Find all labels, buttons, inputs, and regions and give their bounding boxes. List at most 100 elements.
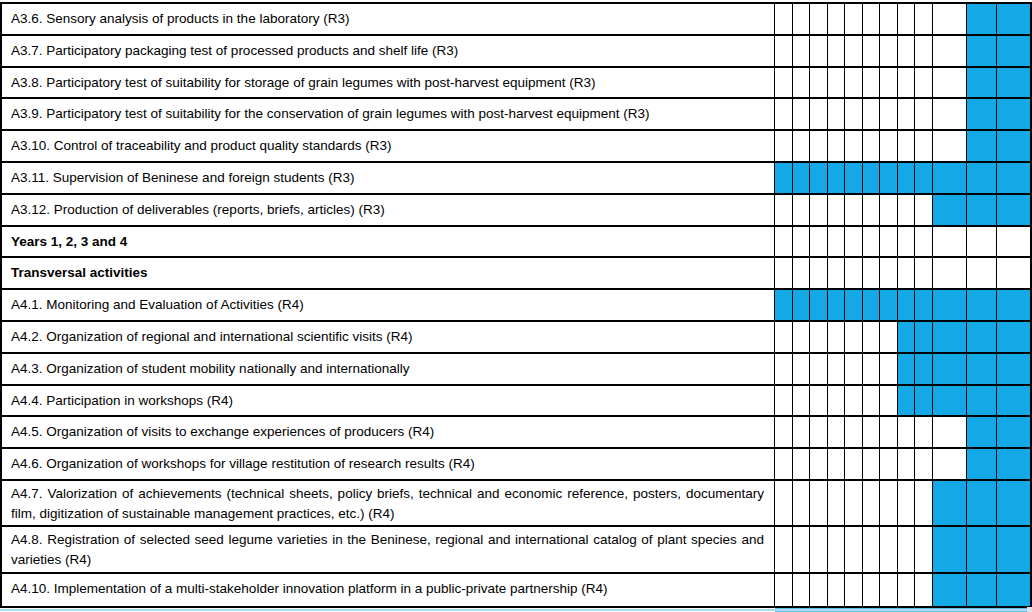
gantt-cell	[828, 131, 846, 161]
gantt-cell	[775, 4, 793, 34]
gantt-cell	[810, 386, 828, 416]
table-row: A4.2. Organization of regional and inter…	[2, 322, 1030, 354]
gantt-cell	[863, 481, 881, 526]
gantt-cell-filled	[775, 290, 793, 320]
gantt-cell	[915, 131, 933, 161]
gantt-cell	[933, 449, 967, 479]
gantt-cell	[880, 99, 898, 129]
gantt-cell	[880, 258, 898, 288]
gantt-cell-filled	[967, 99, 997, 129]
gantt-cell-filled	[933, 527, 967, 572]
gantt-cell	[863, 386, 881, 416]
gantt-cell-filled	[967, 290, 997, 320]
gantt-cell-filled	[933, 322, 967, 352]
gantt-cell	[863, 4, 881, 34]
gantt-cell	[898, 131, 916, 161]
table-row: A3.8. Participatory test of suitability …	[2, 68, 1030, 100]
activity-label: A4.3. Organization of student mobility n…	[2, 354, 775, 384]
gantt-cell	[828, 258, 846, 288]
gantt-cell	[933, 99, 967, 129]
next-row-border-sliver	[0, 609, 1027, 611]
gantt-cell-filled	[997, 449, 1031, 479]
gantt-cell	[898, 481, 916, 526]
gantt-cell-filled	[967, 417, 997, 447]
activity-label: A3.6. Sensory analysis of products in th…	[2, 4, 775, 34]
table-row: A4.1. Monitoring and Evaluation of Activ…	[2, 290, 1030, 322]
table-row: A4.8. Registration of selected seed legu…	[2, 527, 1030, 574]
gantt-cell	[828, 99, 846, 129]
gantt-cell	[863, 322, 881, 352]
gantt-cell-filled	[967, 449, 997, 479]
gantt-cell-filled	[997, 574, 1031, 606]
gantt-cell	[880, 574, 898, 606]
gantt-cell-filled	[880, 290, 898, 320]
gantt-cell-filled	[793, 290, 811, 320]
gantt-cell	[863, 36, 881, 66]
activity-label: Transversal activities	[2, 258, 775, 288]
gantt-cell-filled	[863, 163, 881, 193]
gantt-cell	[793, 227, 811, 257]
gantt-cell	[898, 527, 916, 572]
table-row: Transversal activities	[2, 258, 1030, 290]
gantt-cell	[793, 417, 811, 447]
gantt-cell	[793, 449, 811, 479]
page-corner-artifact	[1027, 607, 1032, 612]
gantt-cell	[915, 4, 933, 34]
gantt-cell-filled	[967, 163, 997, 193]
gantt-cell	[828, 574, 846, 606]
gantt-cell	[863, 68, 881, 98]
gantt-cell	[775, 195, 793, 225]
gantt-cell-filled	[898, 354, 916, 384]
gantt-cell-filled	[997, 4, 1031, 34]
gantt-cell-filled	[967, 195, 997, 225]
activity-label: Years 1, 2, 3 and 4	[2, 227, 775, 257]
gantt-cell	[775, 258, 793, 288]
gantt-cell	[863, 258, 881, 288]
gantt-cell	[863, 195, 881, 225]
table-row: A4.7. Valorization of achievements (tech…	[2, 481, 1030, 528]
activity-label: A4.10. Implementation of a multi-stakeho…	[2, 574, 775, 606]
gantt-cell	[810, 322, 828, 352]
gantt-cell-filled	[933, 195, 967, 225]
gantt-cell	[863, 449, 881, 479]
gantt-cell-filled	[967, 354, 997, 384]
gantt-cell	[828, 4, 846, 34]
gantt-cell	[845, 449, 863, 479]
gantt-cell	[898, 195, 916, 225]
activity-label: A3.12. Production of deliverables (repor…	[2, 195, 775, 225]
activity-label: A3.10. Control of traceability and produ…	[2, 131, 775, 161]
gantt-cell	[880, 68, 898, 98]
gantt-cell-filled	[828, 290, 846, 320]
gantt-cell-filled	[810, 290, 828, 320]
gantt-cell	[810, 131, 828, 161]
table-row: A3.10. Control of traceability and produ…	[2, 131, 1030, 163]
gantt-cell	[793, 99, 811, 129]
gantt-cell-filled	[997, 354, 1031, 384]
gantt-cell	[828, 481, 846, 526]
gantt-cell	[810, 574, 828, 606]
gantt-cell	[810, 481, 828, 526]
gantt-cell-filled	[967, 4, 997, 34]
gantt-cell	[915, 481, 933, 526]
gantt-cell	[898, 36, 916, 66]
gantt-cell-filled	[845, 290, 863, 320]
gantt-cell-filled	[880, 163, 898, 193]
gantt-cell	[915, 258, 933, 288]
gantt-cell	[845, 481, 863, 526]
gantt-cell	[810, 449, 828, 479]
gantt-cell	[810, 195, 828, 225]
gantt-cell	[898, 99, 916, 129]
gantt-cell	[933, 417, 967, 447]
gantt-cell-filled	[997, 527, 1031, 572]
gantt-cell-filled	[915, 386, 933, 416]
workplan-table: A3.6. Sensory analysis of products in th…	[0, 2, 1032, 608]
gantt-cell-filled	[793, 163, 811, 193]
gantt-cell-filled	[810, 163, 828, 193]
gantt-cell-filled	[915, 354, 933, 384]
gantt-cell	[863, 227, 881, 257]
gantt-cell	[880, 4, 898, 34]
gantt-cell	[933, 4, 967, 34]
gantt-cell	[810, 36, 828, 66]
gantt-cell	[845, 574, 863, 606]
table-row: A3.11. Supervision of Beninese and forei…	[2, 163, 1030, 195]
